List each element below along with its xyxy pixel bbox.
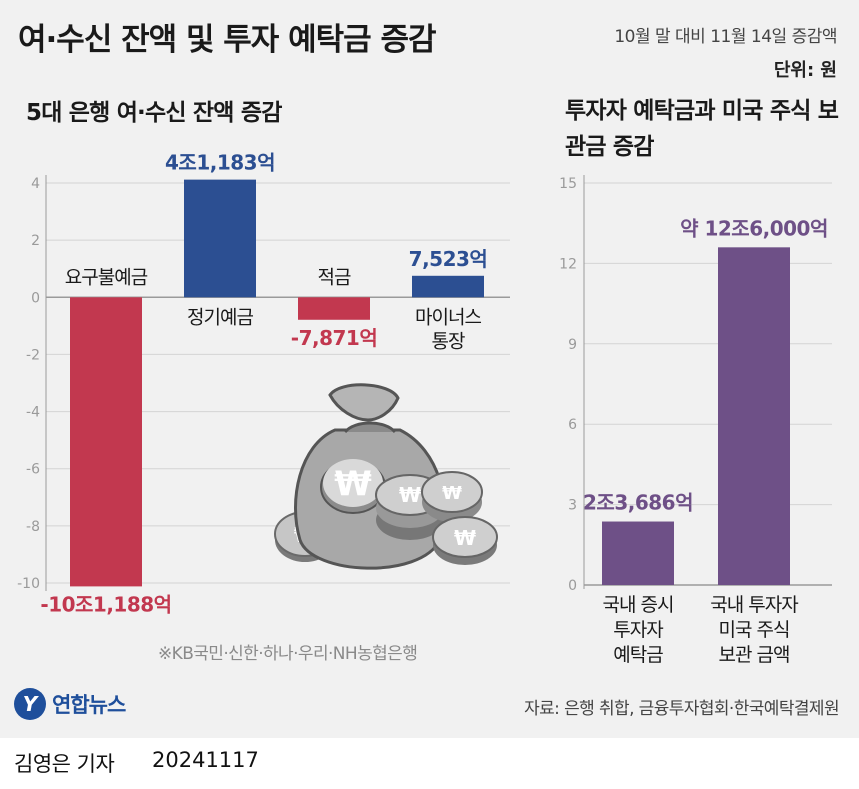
- y-tick-label: -2: [26, 347, 40, 363]
- y-tick-label: -10: [17, 576, 40, 592]
- category-label: 국내 투자자 미국 주식 보관 금액: [710, 594, 798, 666]
- publish-date: 20241117: [152, 748, 259, 772]
- y-tick-label: -4: [26, 405, 40, 421]
- y-tick-label: 12: [559, 256, 577, 272]
- y-tick-label: 6: [568, 417, 577, 433]
- charts-svg: 4 2 0 -2 -4 -6 -8 -10-10조1,188억 요구불예금 4조1,183억정기예…: [0, 0, 859, 738]
- bar-value-label: -10조1,188억: [40, 592, 171, 616]
- logo-text: 연합뉴스: [52, 689, 125, 719]
- category-label: 마이너스 통장: [415, 306, 481, 352]
- yonhap-logo: Y 연합뉴스: [14, 688, 125, 720]
- svg-text:₩: ₩: [454, 526, 476, 550]
- category-label: 적금: [318, 266, 351, 288]
- svg-text:₩: ₩: [399, 483, 421, 507]
- y-tick-label: -6: [26, 462, 40, 478]
- source-label: 자료: 은행 취합, 금융투자협회·한국예탁결제원: [524, 694, 839, 719]
- bar: [412, 276, 484, 297]
- category-label: 요구불예금: [65, 266, 148, 288]
- category-label: 정기예금: [187, 306, 253, 328]
- bar-value-label: 약 12조6,000억: [680, 216, 828, 240]
- y-tick-label: 4: [31, 176, 40, 192]
- svg-text:₩: ₩: [442, 483, 462, 504]
- y-tick-label: 0: [31, 290, 40, 306]
- y-tick-label: 2: [31, 233, 40, 249]
- bar-value-label: 4조1,183억: [165, 151, 275, 175]
- bar-value-label: 7,523억: [409, 247, 488, 271]
- category-label: 국내 증시 투자자 예탁금: [603, 594, 674, 666]
- y-tick-label: 15: [559, 176, 577, 192]
- y-tick-label: 0: [568, 578, 577, 594]
- y-tick-label: 3: [568, 498, 577, 514]
- y-tick-label: -8: [26, 519, 40, 535]
- bar: [718, 247, 790, 585]
- money-bag-and-coins-illustration: ₩ ₩ ₩ ₩ ₩: [275, 385, 497, 568]
- bank-list-note: ※KB국민·신한·하나·우리·NH농협은행: [158, 639, 417, 664]
- bar-value-label: 2조3,686억: [583, 491, 693, 515]
- bar: [70, 297, 142, 586]
- bar: [184, 180, 256, 298]
- bar-value-label: -7,871억: [291, 326, 377, 350]
- y-tick-label: 9: [568, 337, 577, 353]
- credit-bar: 김영은 기자 20241117: [0, 738, 859, 789]
- svg-text:₩: ₩: [334, 464, 372, 504]
- bar: [298, 297, 370, 319]
- yonhap-logo-icon: Y: [14, 688, 46, 720]
- reporter-name: 김영은 기자: [14, 748, 114, 778]
- bar: [602, 522, 674, 585]
